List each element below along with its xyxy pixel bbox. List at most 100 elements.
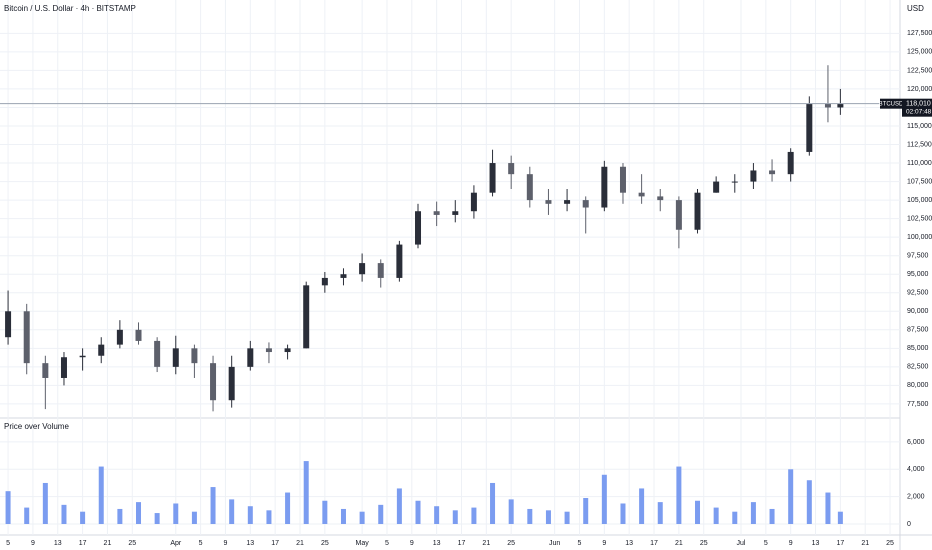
y-tick-label: 100,000 (907, 234, 932, 241)
volume-bar (508, 499, 514, 524)
volume-bar (229, 499, 235, 524)
volume-bar (396, 488, 402, 524)
candle-body (526, 174, 533, 201)
volume-bar (61, 504, 67, 524)
candle-body (582, 200, 589, 208)
candle-body (694, 192, 701, 230)
x-tick-label: 17 (650, 540, 658, 547)
candle-body (675, 200, 682, 230)
volume-bar (247, 506, 253, 524)
candle-body (228, 366, 235, 401)
volume-bar (452, 510, 458, 524)
volume-bar (340, 508, 346, 524)
candle-body (415, 211, 422, 245)
volume-bar (601, 474, 607, 524)
x-tick-label: 9 (789, 540, 793, 547)
volume-bar (42, 482, 48, 524)
volume-bar (322, 500, 328, 524)
x-tick-label: 13 (625, 540, 633, 547)
y-tick-label: 0 (907, 521, 911, 528)
x-tick-label: 5 (199, 540, 203, 547)
y-tick-label: 92,500 (907, 290, 929, 297)
candle-body (806, 103, 813, 152)
x-tick-label: 17 (836, 540, 844, 547)
volume-bar (210, 487, 216, 524)
x-tick-label: 17 (458, 540, 466, 547)
x-tick-label: 9 (224, 540, 228, 547)
x-tick-label: 25 (321, 540, 329, 547)
x-tick-label: 9 (31, 540, 35, 547)
candle-body (787, 151, 794, 175)
x-tick-label: Jun (549, 540, 560, 547)
candle-body (601, 166, 608, 208)
x-tick-label: Jul (737, 540, 746, 547)
x-tick-label: 13 (433, 540, 441, 547)
volume-bar (676, 466, 682, 524)
y-tick-label: 110,000 (907, 160, 932, 167)
candle-body (23, 311, 30, 364)
y-tick-label: 97,500 (907, 253, 929, 260)
y-tick-label: 120,000 (907, 86, 932, 93)
candle-body (191, 348, 198, 364)
volume-bar (825, 492, 831, 524)
candle-body (60, 357, 67, 378)
x-tick-label: 5 (578, 540, 582, 547)
candle-body (340, 274, 347, 278)
volume-bar (657, 502, 663, 524)
volume-bar (583, 498, 589, 524)
candle-body (396, 244, 403, 278)
candle-body (769, 170, 776, 175)
x-tick-label: 13 (54, 540, 62, 547)
candle-body (284, 348, 291, 353)
y-tick-label: 122,500 (907, 67, 932, 74)
volume-bar (769, 508, 775, 524)
x-tick-label: Apr (170, 540, 182, 547)
candle-body (359, 263, 366, 275)
volume-bar (639, 488, 645, 524)
y-tick-label: 80,000 (907, 382, 929, 389)
volume-title: Price over Volume (4, 422, 69, 431)
candle-body (210, 363, 217, 401)
volume-bar (80, 511, 86, 524)
volume-bar (713, 507, 719, 524)
y-tick-label: 4,000 (907, 466, 925, 473)
candle-body (837, 103, 844, 108)
volume-bar (191, 511, 197, 524)
x-tick-label: 17 (79, 540, 87, 547)
volume-bar (490, 482, 496, 524)
candle-body (135, 329, 142, 341)
x-tick-label: 25 (886, 540, 894, 547)
volume-bar (695, 500, 701, 524)
last-price-label: 118,010 (906, 101, 931, 108)
candle-body (564, 200, 571, 204)
candle-body (545, 200, 552, 204)
countdown: 02:07:48 (906, 108, 932, 115)
candle-body (508, 163, 515, 175)
symbol-label: BTCUSD (879, 101, 904, 107)
candle-body (489, 163, 496, 193)
x-tick-label: 5 (385, 540, 389, 547)
y-tick-label: 6,000 (907, 439, 925, 446)
x-tick-label: 21 (482, 540, 490, 547)
y-tick-label: 105,000 (907, 197, 932, 204)
candle-body (470, 192, 477, 212)
candle-body (657, 196, 664, 201)
x-tick-label: 5 (6, 540, 10, 547)
x-tick-label: 21 (296, 540, 304, 547)
candle-body (247, 348, 254, 367)
candle-body (433, 211, 440, 215)
volume-bar (266, 510, 272, 524)
candle-body (452, 211, 459, 215)
x-tick-label: 5 (764, 540, 768, 547)
candle-body (172, 348, 179, 367)
currency: USD (907, 4, 924, 13)
x-tick-label: 17 (271, 540, 279, 547)
volume-bar (359, 511, 365, 524)
symbol-badge (880, 98, 902, 109)
y-tick-label: 115,000 (907, 123, 932, 130)
candle-body (116, 329, 123, 345)
candle-body (303, 285, 310, 349)
y-tick-label: 2,000 (907, 493, 925, 500)
y-tick-label: 127,500 (907, 30, 932, 37)
